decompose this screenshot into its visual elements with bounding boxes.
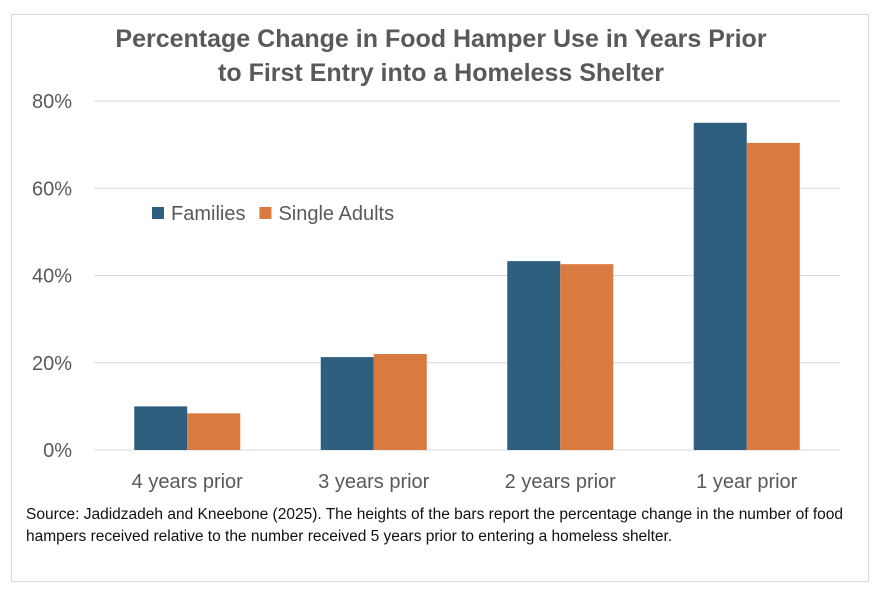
y-tick-label: 60%	[32, 178, 72, 200]
legend-swatch	[259, 207, 272, 219]
legend-label: Families	[171, 203, 245, 225]
bar-families	[134, 406, 188, 450]
bar-single-adults	[560, 264, 614, 450]
x-tick-label: 2 years prior	[505, 471, 616, 493]
x-tick-label: 3 years prior	[318, 471, 429, 493]
x-tick-label: 4 years prior	[132, 471, 243, 493]
bar-single-adults	[187, 413, 241, 450]
bar-families	[320, 357, 374, 450]
y-tick-label: 40%	[32, 266, 72, 288]
chart-title-line-2: to First Entry into a Homeless Shelter	[218, 59, 664, 87]
chart-title-line-1: Percentage Change in Food Hamper Use in …	[115, 25, 767, 53]
bar-families	[507, 261, 561, 450]
source-note: Source: Jadidzadeh and Kneebone (2025). …	[26, 506, 843, 545]
bar-families	[693, 122, 747, 450]
y-tick-label: 80%	[32, 91, 72, 113]
bar-single-adults	[746, 142, 800, 450]
y-tick-label: 0%	[43, 440, 72, 462]
y-tick-label: 20%	[32, 353, 72, 375]
bar-single-adults	[373, 354, 427, 450]
legend-label: Single Adults	[278, 203, 394, 225]
chart-title: Percentage Change in Food Hamper Use in …	[0, 22, 882, 90]
x-tick-label: 1 year prior	[696, 471, 797, 493]
legend-swatch	[152, 207, 164, 219]
